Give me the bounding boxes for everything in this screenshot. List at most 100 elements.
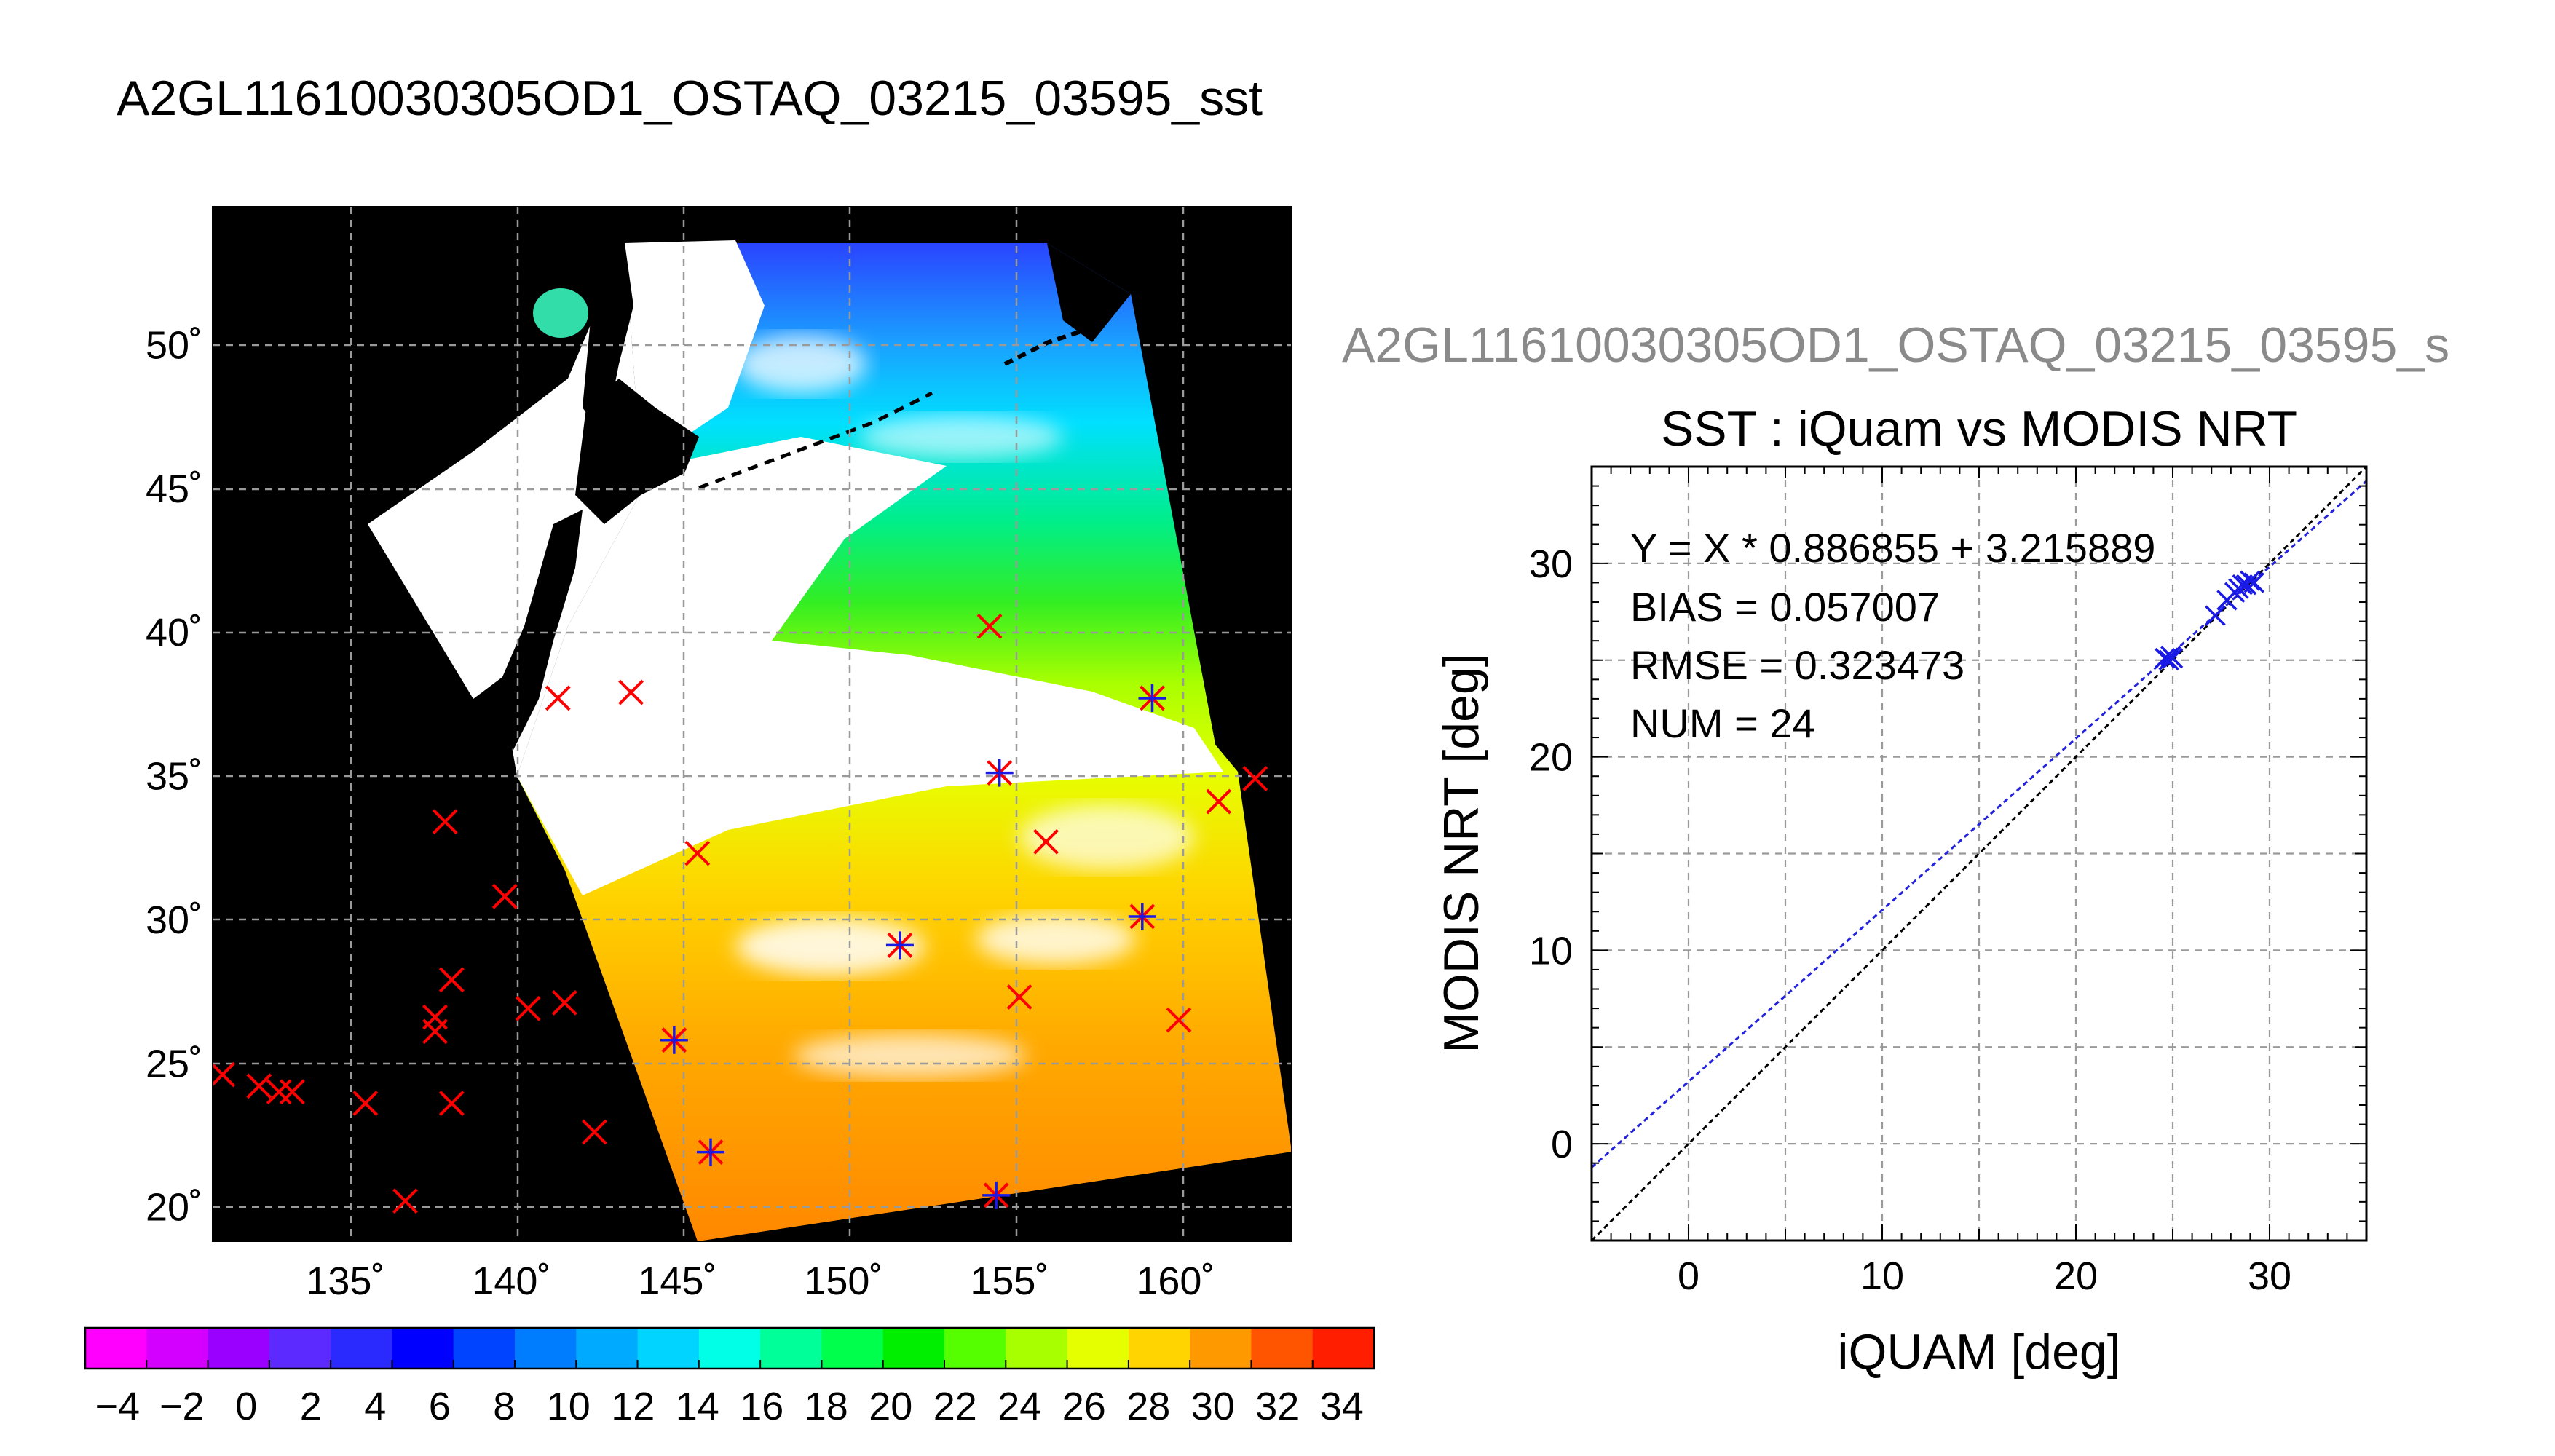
scatter-points: [2155, 570, 2264, 670]
sst-map: 135˚ 140˚ 145˚ 150˚ 155˚ 160˚ 20˚ 25˚ 30˚ 35˚ 40˚…: [146, 206, 1292, 1303]
num-stat: NUM = 24: [1630, 700, 1815, 746]
scatter-point: [2243, 572, 2264, 593]
swath-west: [368, 243, 655, 776]
colorbar-label: −2: [159, 1385, 205, 1428]
scatter-ticks: [1591, 466, 2367, 1241]
cloud-north: [625, 240, 765, 466]
buoy-cross-marker: [438, 967, 465, 993]
scatter-tick-labels: 0 10 20 30 0 10 20 30: [1529, 542, 2291, 1298]
cloud-band: [517, 437, 1223, 895]
scatter-point: [2240, 570, 2261, 592]
colorbar-label: −4: [95, 1385, 140, 1428]
scatter-title: SST : iQuam vs MODIS NRT: [1661, 401, 2297, 456]
lat-tick-labels: 20˚ 25˚ 30˚ 35˚ 40˚ 45˚ 50˚: [146, 323, 202, 1229]
scatter-point: [2155, 647, 2176, 669]
kuril-islands: [698, 391, 933, 490]
colorbar-label: 6: [429, 1385, 451, 1428]
matchup-star-marker: [885, 931, 914, 960]
cloud-patch: [859, 415, 1063, 459]
colorbar-label: 16: [740, 1385, 783, 1428]
buoy-cross-marker: [684, 840, 711, 866]
colorbar-label: 26: [1062, 1385, 1106, 1428]
x-tick-label: 0: [1678, 1254, 1699, 1298]
cloud-patch: [976, 914, 1136, 965]
y-tick-label: 30: [1529, 542, 1573, 586]
buoy-cross-marker: [352, 1091, 379, 1116]
colorbar-box: [392, 1328, 454, 1369]
colorbar-label: 2: [300, 1385, 322, 1428]
cloud-patch: [1019, 804, 1194, 870]
colorbar-box: [1251, 1328, 1314, 1369]
y-tick-label: 10: [1529, 929, 1573, 973]
fit-equation: Y = X * 0.886855 + 3.215889: [1630, 525, 2155, 571]
x-tick-label: 30: [2248, 1254, 2291, 1298]
side-title: A2GL11610030305OD1_OSTAQ_03215_03595_s: [1342, 317, 2449, 373]
map-grid: [213, 207, 1292, 1241]
colorbar-label: 12: [611, 1385, 655, 1428]
sst-scatter: SST : iQuam vs MODIS NRT 0 10 20 300102030 …: [1434, 401, 2368, 1380]
cloud-mask: [517, 240, 1223, 1077]
land-mask: [473, 243, 1131, 750]
colorbar-box: [821, 1328, 884, 1369]
buoy-cross-marker: [551, 989, 577, 1016]
colorbar-box: [1006, 1328, 1068, 1369]
colorbar-frame: [84, 1326, 1375, 1370]
lon-tick-labels: 135˚ 140˚ 145˚ 150˚ 155˚ 160˚: [306, 1259, 1215, 1303]
colorbar-label: 18: [805, 1385, 848, 1428]
lat-tick-label: 30˚: [146, 898, 202, 942]
buoy-cross-marker: [618, 679, 644, 705]
buoy-cross-marker: [266, 1079, 292, 1105]
colorbar-label: 8: [493, 1385, 515, 1428]
lon-tick-label: 150˚: [804, 1259, 882, 1303]
buoy-cross-marker: [1033, 828, 1059, 855]
colorbar-box: [698, 1328, 761, 1369]
lat-tick-label: 45˚: [146, 467, 202, 511]
buoy-cross-marker: [976, 613, 1003, 639]
map-frame: [212, 206, 1292, 1242]
colorbar-box: [1067, 1328, 1129, 1369]
colorbar-label: 10: [547, 1385, 591, 1428]
lon-tick-label: 145˚: [638, 1259, 716, 1303]
scatter-point: [2205, 605, 2226, 626]
y-tick-label: 20: [1529, 736, 1573, 780]
land-hokkaido: [575, 379, 699, 524]
buoy-cross-marker: [280, 1079, 305, 1105]
land-honshu: [473, 510, 583, 750]
colorbar-box: [146, 1328, 209, 1369]
main-title: A2GL11610030305OD1_OSTAQ_03215_03595_sst: [117, 71, 1263, 126]
colorbar-labels: −4 −2 0 2 4 6 8 10 12 14 16 18 20 22 24 26 28 30 32 34: [95, 1385, 1363, 1428]
x-tick-label: 10: [1860, 1254, 1904, 1298]
buoy-cross-marker: [246, 1073, 272, 1099]
colorbar-ticks: [146, 1360, 1314, 1369]
buoy-cross-marker: [392, 1188, 418, 1214]
matchup-star-marker: [660, 1026, 688, 1054]
buoy-cross-marker: [1166, 1007, 1192, 1033]
lat-tick-label: 35˚: [146, 755, 202, 799]
lat-tick-label: 50˚: [146, 323, 202, 367]
matchup-star-marker: [1138, 684, 1166, 712]
colorbar-box: [637, 1328, 700, 1369]
colorbar-box: [453, 1328, 516, 1369]
lon-tick-label: 135˚: [306, 1259, 384, 1303]
colorbar-label: 24: [998, 1385, 1041, 1428]
scatter-point: [2160, 646, 2181, 667]
colorbar-label: 30: [1191, 1385, 1235, 1428]
matchup-star-marker: [985, 759, 1014, 787]
colorbar-label: 28: [1126, 1385, 1170, 1428]
y-axis-label: MODIS NRT [deg]: [1434, 653, 1489, 1053]
buoy-cross-marker: [422, 1018, 448, 1045]
buoy-cross-marker: [545, 685, 571, 711]
matchup-star-marker: [1128, 902, 1156, 930]
colorbar-label: 22: [933, 1385, 977, 1428]
colorbar-box: [882, 1328, 945, 1369]
lat-tick-label: 25˚: [146, 1042, 202, 1085]
map-markers: [213, 613, 1268, 1214]
rmse-stat: RMSE = 0.323473: [1630, 642, 1964, 688]
colorbar-boxes: [84, 1326, 1375, 1370]
colorbar-label: 14: [676, 1385, 719, 1428]
scatter-grid: [1592, 467, 2366, 1241]
lat-tick-label: 40˚: [146, 611, 202, 654]
buoy-cross-marker: [432, 809, 458, 835]
okhotsk-patch: [533, 288, 588, 338]
